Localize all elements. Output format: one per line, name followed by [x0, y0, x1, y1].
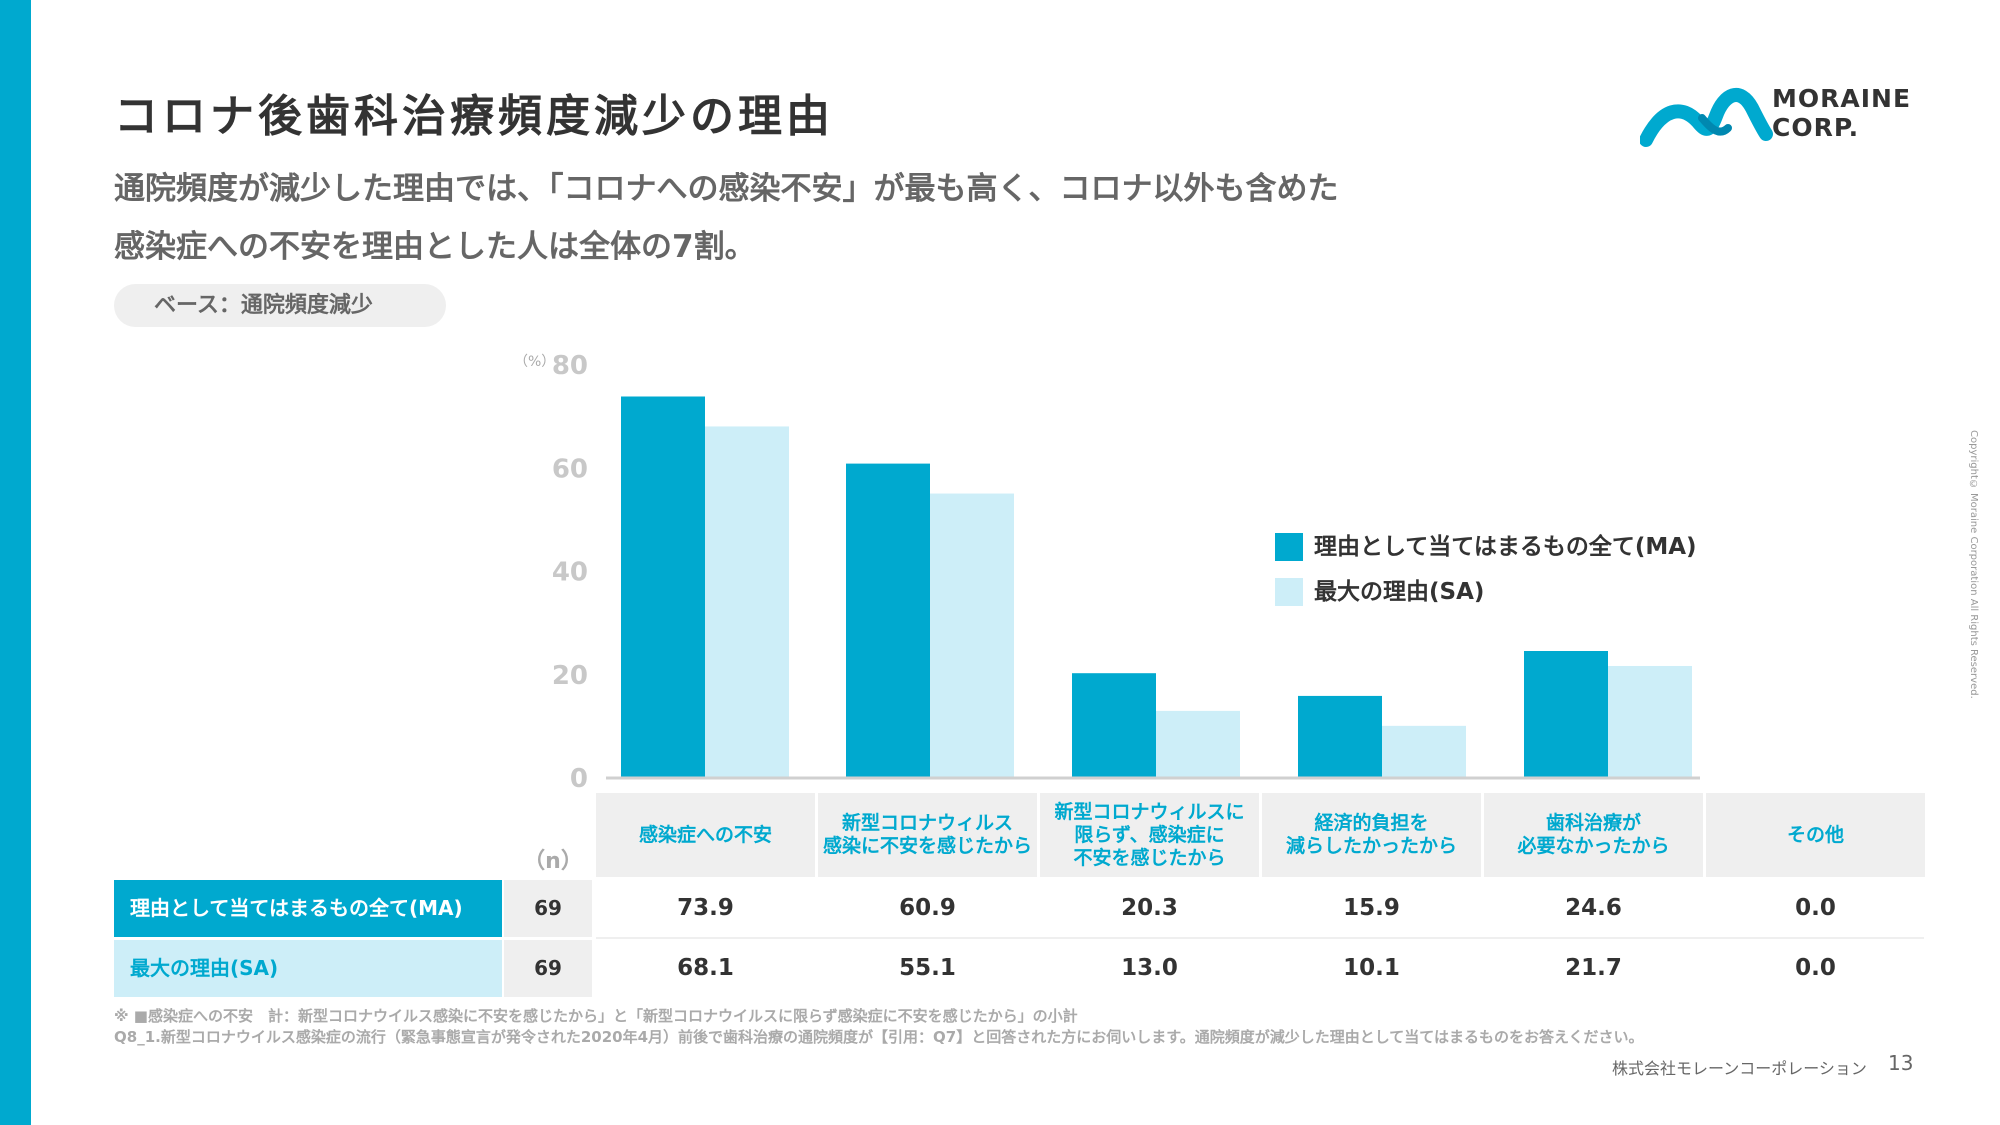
bar-ma-0 [621, 396, 705, 778]
footnote-1: ※ ■感染症への不安 計：新型コロナウイルス感染に不安を感じたから」と「新型コロ… [114, 1007, 1078, 1025]
copyright-notice: Copyright© Moraine Corporation All Right… [1968, 430, 1979, 699]
category-label-line: その他 [1786, 823, 1844, 846]
logo-line-2: CORP. [1772, 113, 1860, 142]
page-number: 13 [1888, 1051, 1914, 1075]
table-cell-value: 68.1 [677, 955, 734, 981]
category-header-cell: その他 [1706, 793, 1925, 877]
category-label-line: 感染症への不安 [638, 823, 772, 846]
y-tick-label: 40 [552, 558, 588, 588]
base-label: ベース：通院頻度減少 [114, 284, 446, 327]
category-label-line: 不安を感じたから [1073, 846, 1226, 869]
table-cell-value: 60.9 [899, 895, 956, 921]
category-label-line: 新型コロナウィルスに [1054, 800, 1245, 823]
category-label-line: 感染に不安を感じたから [822, 835, 1032, 857]
row-n-sa: 69 [504, 940, 592, 997]
category-label-line: 歯科治療が [1545, 812, 1641, 834]
legend-swatch-ma [1275, 533, 1303, 561]
subtitle-line-1: 通院頻度が減少した理由では、「コロナへの感染不安」が最も高く、コロナ以外も含めた [114, 171, 1339, 207]
table-cell-value: 0.0 [1795, 955, 1836, 981]
y-tick-label: 0 [570, 764, 588, 794]
bar-series [621, 396, 1692, 778]
table-cell-value: 21.7 [1565, 955, 1622, 981]
category-label-line: 必要なかったから [1517, 835, 1670, 857]
bar-sa-3 [1382, 725, 1466, 778]
y-tick-label: 80 [552, 351, 588, 381]
bar-ma-2 [1072, 673, 1156, 778]
legend-label-sa: 最大の理由(SA) [1314, 579, 1485, 605]
table-cell-value: 13.0 [1121, 955, 1178, 981]
footer-company: 株式会社モレーンコーポレーション [1612, 1059, 1867, 1078]
bar-sa-4 [1608, 665, 1692, 778]
category-label-line: 限らず、感染症に [1074, 823, 1225, 846]
logo-text: MORAINE CORP. [1772, 84, 1911, 142]
category-header-cell: 新型コロナウィルス 感染に不安を感じたから [818, 793, 1037, 877]
category-header-cell: 感染症への不安 [596, 793, 815, 877]
legend-label-ma: 理由として当てはまるもの全て(MA) [1314, 534, 1697, 560]
bar-ma-4 [1524, 651, 1608, 778]
category-header-cell: 経済的負担を 減らしたかったから [1262, 793, 1481, 877]
row-label-sa: 最大の理由(SA) [114, 940, 502, 997]
row-label-ma: 理由として当てはまるもの全て(MA) [114, 880, 502, 937]
table-cell-value: 73.9 [677, 895, 734, 921]
moraine-logo-icon [1640, 88, 1773, 147]
category-label-line: 経済的負担を [1314, 812, 1429, 834]
category-label-line: 減らしたかったから [1285, 835, 1457, 857]
n-column-header: （n） [523, 849, 583, 874]
bar-ma-1 [846, 463, 930, 778]
page-title: コロナ後歯科治療頻度減少の理由 [114, 91, 834, 142]
category-header-cell: 歯科治療が 必要なかったから [1484, 793, 1703, 877]
bar-ma-3 [1298, 695, 1382, 778]
table-cell-value: 15.9 [1343, 895, 1400, 921]
footnote-2: Q8_1.新型コロナウイルス感染症の流行（緊急事態宣言が発令された2020年4月… [114, 1028, 1644, 1046]
category-header-cell: 新型コロナウィルスに 限らず、感染症に 不安を感じたから [1040, 793, 1259, 877]
bar-sa-0 [705, 426, 789, 778]
left-accent-bar [0, 0, 31, 1125]
table-cell-value: 24.6 [1565, 895, 1622, 921]
legend-swatch-sa [1275, 578, 1303, 606]
table-row-separator [596, 937, 1924, 939]
y-tick-label: 60 [552, 454, 588, 484]
y-tick-label: 20 [552, 661, 588, 691]
row-n-ma: 69 [504, 880, 592, 937]
y-axis-unit-label: （%） [514, 354, 555, 370]
table-cell-value: 55.1 [899, 955, 956, 981]
bar-sa-1 [930, 493, 1014, 778]
y-axis-ticks: 0 20 40 60 80 [552, 351, 588, 794]
table-cell-value: 20.3 [1121, 895, 1178, 921]
subtitle-line-2: 感染症への不安を理由とした人は全体の7割。 [114, 229, 756, 265]
category-label-line: 新型コロナウィルス [841, 812, 1013, 834]
bar-sa-2 [1156, 710, 1240, 778]
logo-line-1: MORAINE [1772, 84, 1912, 113]
table-cell-value: 10.1 [1343, 955, 1400, 981]
table-cell-value: 0.0 [1795, 895, 1836, 921]
page-subtitle: 通院頻度が減少した理由では、「コロナへの感染不安」が最も高く、コロナ以外も含めた… [114, 160, 1514, 276]
